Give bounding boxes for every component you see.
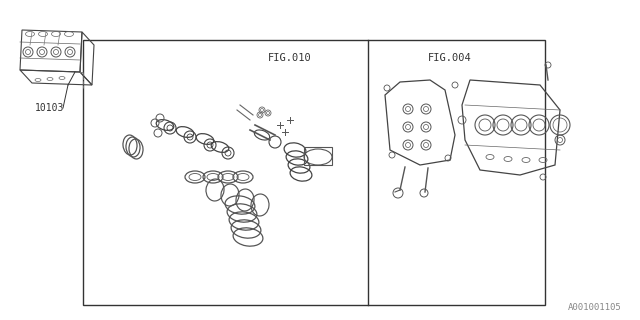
Bar bbox=[304, 147, 332, 165]
Text: 10103: 10103 bbox=[35, 103, 65, 113]
Text: A001001105: A001001105 bbox=[568, 303, 622, 312]
Text: FIG.004: FIG.004 bbox=[428, 53, 472, 63]
Bar bbox=[83, 40, 545, 305]
Text: FIG.010: FIG.010 bbox=[268, 53, 312, 63]
